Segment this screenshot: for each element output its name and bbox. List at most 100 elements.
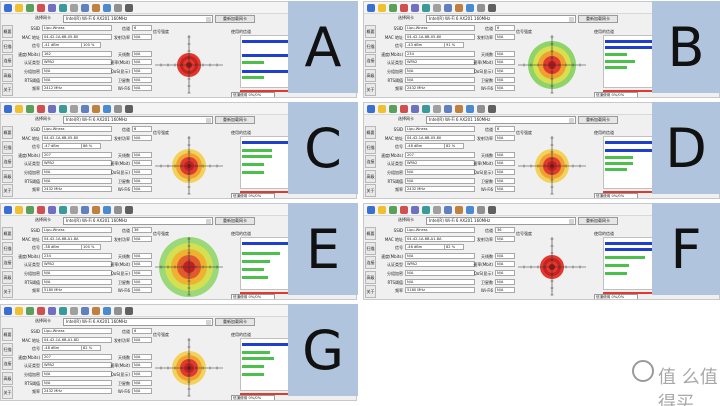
side-tab[interactable]: 高级: [2, 169, 13, 183]
side-tab[interactable]: 扫描: [2, 342, 13, 356]
channel-usage-select[interactable]: 信道使用 0%/0%: [231, 92, 275, 97]
side-tab[interactable]: 关于: [2, 184, 13, 197]
toolbar-tool-icon[interactable]: [48, 4, 56, 12]
side-tab[interactable]: 连接: [365, 256, 376, 269]
toolbar-tool-icon[interactable]: [4, 4, 12, 12]
toolbar-tool-icon[interactable]: [433, 105, 441, 113]
toolbar-tool-icon[interactable]: [103, 206, 111, 214]
toolbar-tool-icon[interactable]: [455, 4, 463, 12]
reload-adapter-button[interactable]: 重新加载网卡: [578, 15, 618, 23]
toolbar-tool-icon[interactable]: [70, 307, 78, 315]
reload-adapter-button[interactable]: 重新加载网卡: [578, 217, 618, 225]
toolbar-tool-icon[interactable]: [422, 4, 430, 12]
toolbar-tool-icon[interactable]: [4, 307, 12, 315]
adapter-select[interactable]: Intel(R) Wi-Fi 6 AX201 160MHz: [63, 116, 213, 124]
toolbar-tool-icon[interactable]: [433, 206, 441, 214]
toolbar-tool-icon[interactable]: [48, 307, 56, 315]
channel-usage-select[interactable]: 信道使用 0%/0%: [231, 294, 275, 299]
toolbar-tool-icon[interactable]: [466, 105, 474, 113]
side-tab[interactable]: 扫描: [365, 140, 376, 154]
toolbar-tool-icon[interactable]: [92, 105, 100, 113]
toolbar-tool-icon[interactable]: [37, 105, 45, 113]
side-tab[interactable]: 高级: [365, 169, 376, 183]
side-tab[interactable]: 连接: [2, 54, 13, 67]
toolbar-tool-icon[interactable]: [367, 4, 375, 12]
toolbar-tool-icon[interactable]: [70, 4, 78, 12]
side-tab[interactable]: 关于: [2, 386, 13, 399]
toolbar-tool-icon[interactable]: [125, 206, 133, 214]
toolbar-tool-icon[interactable]: [37, 4, 45, 12]
toolbar-tool-icon[interactable]: [488, 206, 496, 214]
side-tab[interactable]: 概要: [2, 227, 13, 240]
toolbar-tool-icon[interactable]: [4, 105, 12, 113]
side-tab[interactable]: 关于: [2, 83, 13, 96]
toolbar-tool-icon[interactable]: [48, 206, 56, 214]
adapter-select[interactable]: Intel(R) Wi-Fi 6 AX201 160MHz: [426, 116, 576, 124]
toolbar-tool-icon[interactable]: [81, 206, 89, 214]
toolbar-tool-icon[interactable]: [466, 206, 474, 214]
adapter-select[interactable]: Intel(R) Wi-Fi 6 AX201 160MHz: [63, 15, 213, 23]
channel-usage-select[interactable]: 信道使用 0%/0%: [231, 395, 275, 400]
channel-usage-select[interactable]: 信道使用 0%/0%: [231, 193, 275, 198]
toolbar-tool-icon[interactable]: [422, 105, 430, 113]
toolbar-tool-icon[interactable]: [444, 4, 452, 12]
side-tab[interactable]: 概要: [2, 328, 13, 341]
toolbar-tool-icon[interactable]: [92, 206, 100, 214]
toolbar-tool-icon[interactable]: [48, 105, 56, 113]
adapter-select[interactable]: Intel(R) Wi-Fi 6 AX201 160MHz: [426, 15, 576, 23]
side-tab[interactable]: 关于: [365, 83, 376, 96]
toolbar-tool-icon[interactable]: [422, 206, 430, 214]
toolbar-tool-icon[interactable]: [477, 105, 485, 113]
toolbar-tool-icon[interactable]: [37, 307, 45, 315]
toolbar-tool-icon[interactable]: [26, 307, 34, 315]
side-tab[interactable]: 高级: [365, 270, 376, 284]
toolbar-tool-icon[interactable]: [15, 307, 23, 315]
toolbar-tool-icon[interactable]: [26, 206, 34, 214]
toolbar-tool-icon[interactable]: [378, 206, 386, 214]
toolbar-tool-icon[interactable]: [400, 105, 408, 113]
side-tab[interactable]: 扫描: [2, 241, 13, 255]
side-tab[interactable]: 扫描: [2, 140, 13, 154]
toolbar-tool-icon[interactable]: [103, 307, 111, 315]
toolbar-tool-icon[interactable]: [114, 307, 122, 315]
side-tab[interactable]: 关于: [365, 285, 376, 298]
toolbar-tool-icon[interactable]: [444, 206, 452, 214]
toolbar-tool-icon[interactable]: [411, 105, 419, 113]
toolbar-tool-icon[interactable]: [488, 105, 496, 113]
toolbar-tool-icon[interactable]: [389, 105, 397, 113]
toolbar-tool-icon[interactable]: [59, 307, 67, 315]
toolbar-tool-icon[interactable]: [389, 4, 397, 12]
toolbar-tool-icon[interactable]: [59, 206, 67, 214]
toolbar-tool-icon[interactable]: [411, 206, 419, 214]
toolbar-tool-icon[interactable]: [389, 206, 397, 214]
reload-adapter-button[interactable]: 重新加载网卡: [215, 318, 255, 326]
toolbar-tool-icon[interactable]: [59, 4, 67, 12]
toolbar-tool-icon[interactable]: [4, 206, 12, 214]
channel-usage-select[interactable]: 信道使用 0%/0%: [594, 193, 638, 198]
toolbar-tool-icon[interactable]: [411, 4, 419, 12]
adapter-select[interactable]: Intel(R) Wi-Fi 6 AX201 160MHz: [426, 217, 576, 225]
toolbar-tool-icon[interactable]: [477, 4, 485, 12]
side-tab[interactable]: 高级: [2, 68, 13, 82]
side-tab[interactable]: 概要: [2, 126, 13, 139]
toolbar-tool-icon[interactable]: [15, 206, 23, 214]
side-tab[interactable]: 连接: [365, 54, 376, 67]
toolbar-tool-icon[interactable]: [114, 4, 122, 12]
side-tab[interactable]: 高级: [365, 68, 376, 82]
reload-adapter-button[interactable]: 重新加载网卡: [215, 116, 255, 124]
reload-adapter-button[interactable]: 重新加载网卡: [215, 15, 255, 23]
toolbar-tool-icon[interactable]: [15, 4, 23, 12]
side-tab[interactable]: 连接: [2, 357, 13, 370]
toolbar-tool-icon[interactable]: [70, 206, 78, 214]
channel-usage-select[interactable]: 信道使用 0%/0%: [594, 92, 638, 97]
adapter-select[interactable]: Intel(R) Wi-Fi 6 AX201 160MHz: [63, 217, 213, 225]
toolbar-tool-icon[interactable]: [444, 105, 452, 113]
side-tab[interactable]: 高级: [2, 270, 13, 284]
side-tab[interactable]: 高级: [2, 371, 13, 385]
toolbar-tool-icon[interactable]: [114, 206, 122, 214]
toolbar-tool-icon[interactable]: [103, 4, 111, 12]
toolbar-tool-icon[interactable]: [125, 307, 133, 315]
toolbar-tool-icon[interactable]: [103, 105, 111, 113]
toolbar-tool-icon[interactable]: [70, 105, 78, 113]
side-tab[interactable]: 连接: [365, 155, 376, 168]
